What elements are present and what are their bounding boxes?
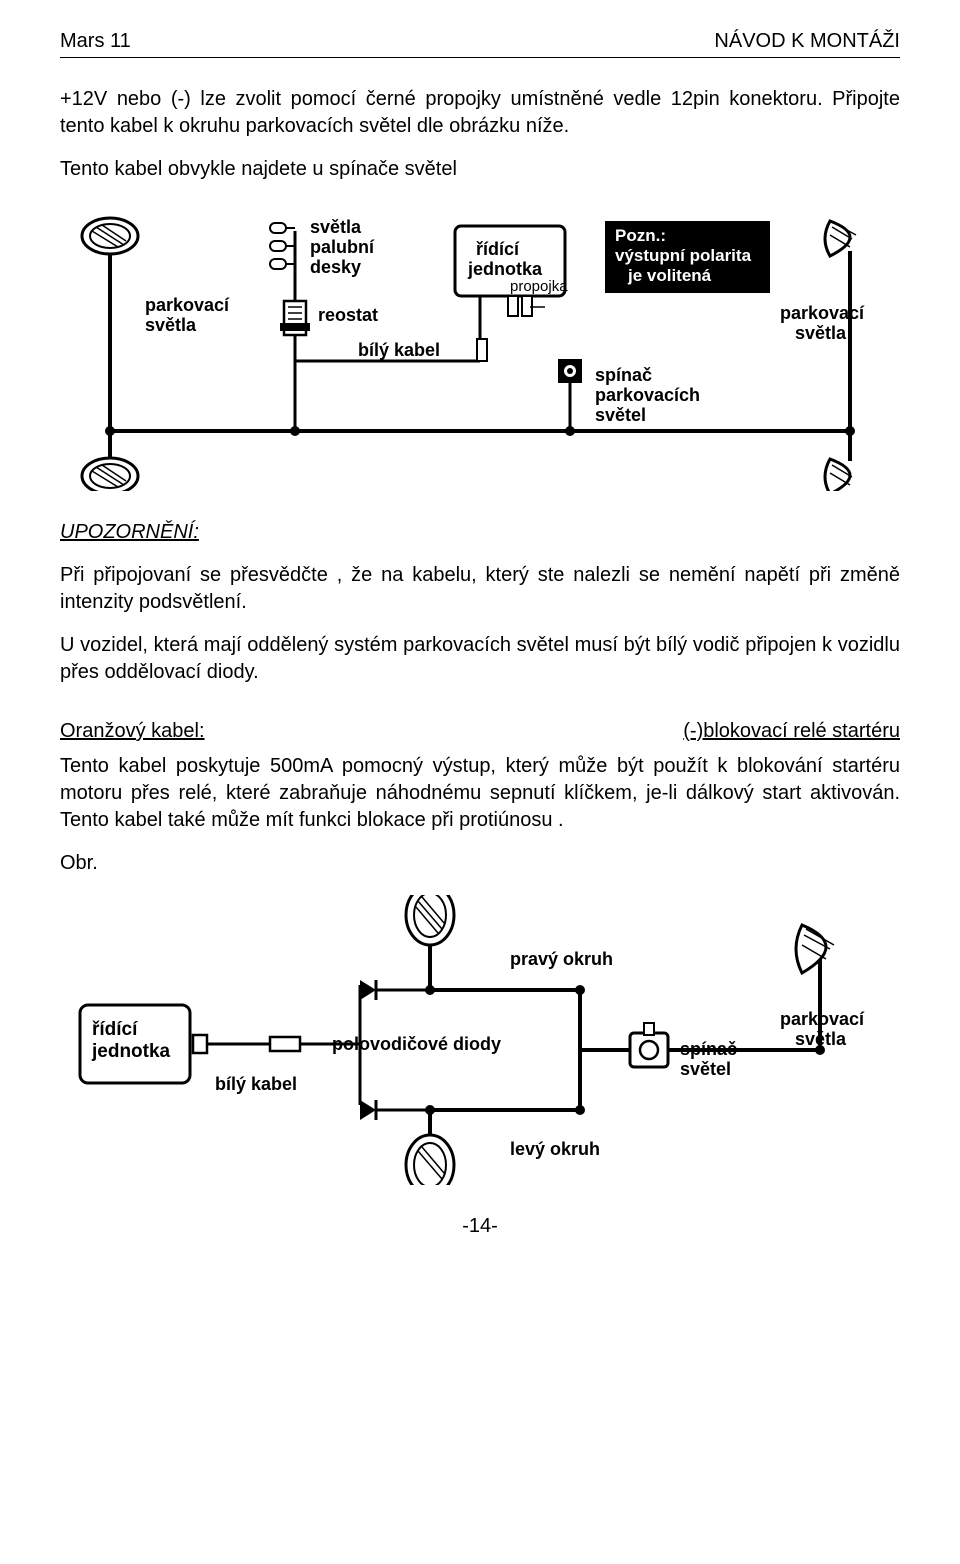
parking-light-right-top <box>825 221 856 256</box>
d1-park-switch-label: spínač parkovacích světel <box>595 365 705 425</box>
warning-heading: UPOZORNĚNÍ: <box>60 519 900 546</box>
d1-whitecable-label: bílý kabel <box>358 340 440 360</box>
d1-jumper-label: propojka <box>510 278 568 295</box>
d2-diode-bottom <box>360 1100 430 1120</box>
diagram-2: řídící jednotka bílý kabel polovodičové … <box>60 895 900 1185</box>
orange-paragraph: Tento kabel poskytuje 500mA pomocný výst… <box>60 753 900 834</box>
parking-light-right-bottom <box>825 459 852 491</box>
warning-para-2: U vozidel, která mají oddělený systém pa… <box>60 632 900 686</box>
d2-diode-top <box>360 980 430 1000</box>
header-right: NÁVOD K MONTÁŽI <box>714 30 900 53</box>
obr-label: Obr. <box>60 850 900 877</box>
orange-section-row: Oranžový kabel: (-)blokovací relé starté… <box>60 720 900 743</box>
d2-lamp-bottom <box>406 1135 454 1185</box>
orange-right: (-)blokovací relé startéru <box>683 720 900 743</box>
paragraph-2: Tento kabel obvykle najdete u spínače sv… <box>60 156 900 183</box>
d2-left-circuit-label: levý okruh <box>510 1139 600 1159</box>
d2-switch-label: spínač světel <box>680 1039 742 1079</box>
d2-whitecable-label: bílý kabel <box>215 1074 297 1094</box>
d2-parking-right <box>796 925 834 973</box>
page-number: -14- <box>60 1215 900 1238</box>
d1-parking-left-label: parkovací světla <box>145 295 234 335</box>
dash-lamp-icon <box>270 223 295 269</box>
warning-para-1: Při připojovaní se přesvědčte , že na ka… <box>60 562 900 616</box>
d2-diodes-label: polovodičové diody <box>332 1034 501 1054</box>
parking-light-left-top <box>82 218 138 254</box>
diagram-1: parkovací světla světla palubní desky re… <box>60 201 900 491</box>
d1-parking-right-label: parkovací světla <box>780 303 869 343</box>
header-left: Mars 11 <box>60 30 131 53</box>
reostat-icon <box>280 301 310 335</box>
d2-right-circuit-label: pravý okruh <box>510 949 613 969</box>
diagram-1-svg: parkovací světla světla palubní desky re… <box>60 201 900 491</box>
d2-parking-right-label: parkovací světla <box>780 1009 869 1049</box>
orange-left: Oranžový kabel: <box>60 720 205 743</box>
d1-reostat-label: reostat <box>318 305 378 325</box>
paragraph-1: +12V nebo (-) lze zvolit pomocí černé pr… <box>60 86 900 140</box>
parking-light-left-bottom <box>82 458 138 491</box>
page-header: Mars 11 NÁVOD K MONTÁŽI <box>60 30 900 58</box>
park-switch-icon <box>558 359 582 383</box>
diagram-2-svg: řídící jednotka bílý kabel polovodičové … <box>60 895 900 1185</box>
d1-dash-label: světla palubní desky <box>310 217 379 277</box>
d2-switch-icon <box>630 1023 668 1067</box>
d2-lamp-top <box>406 895 454 945</box>
